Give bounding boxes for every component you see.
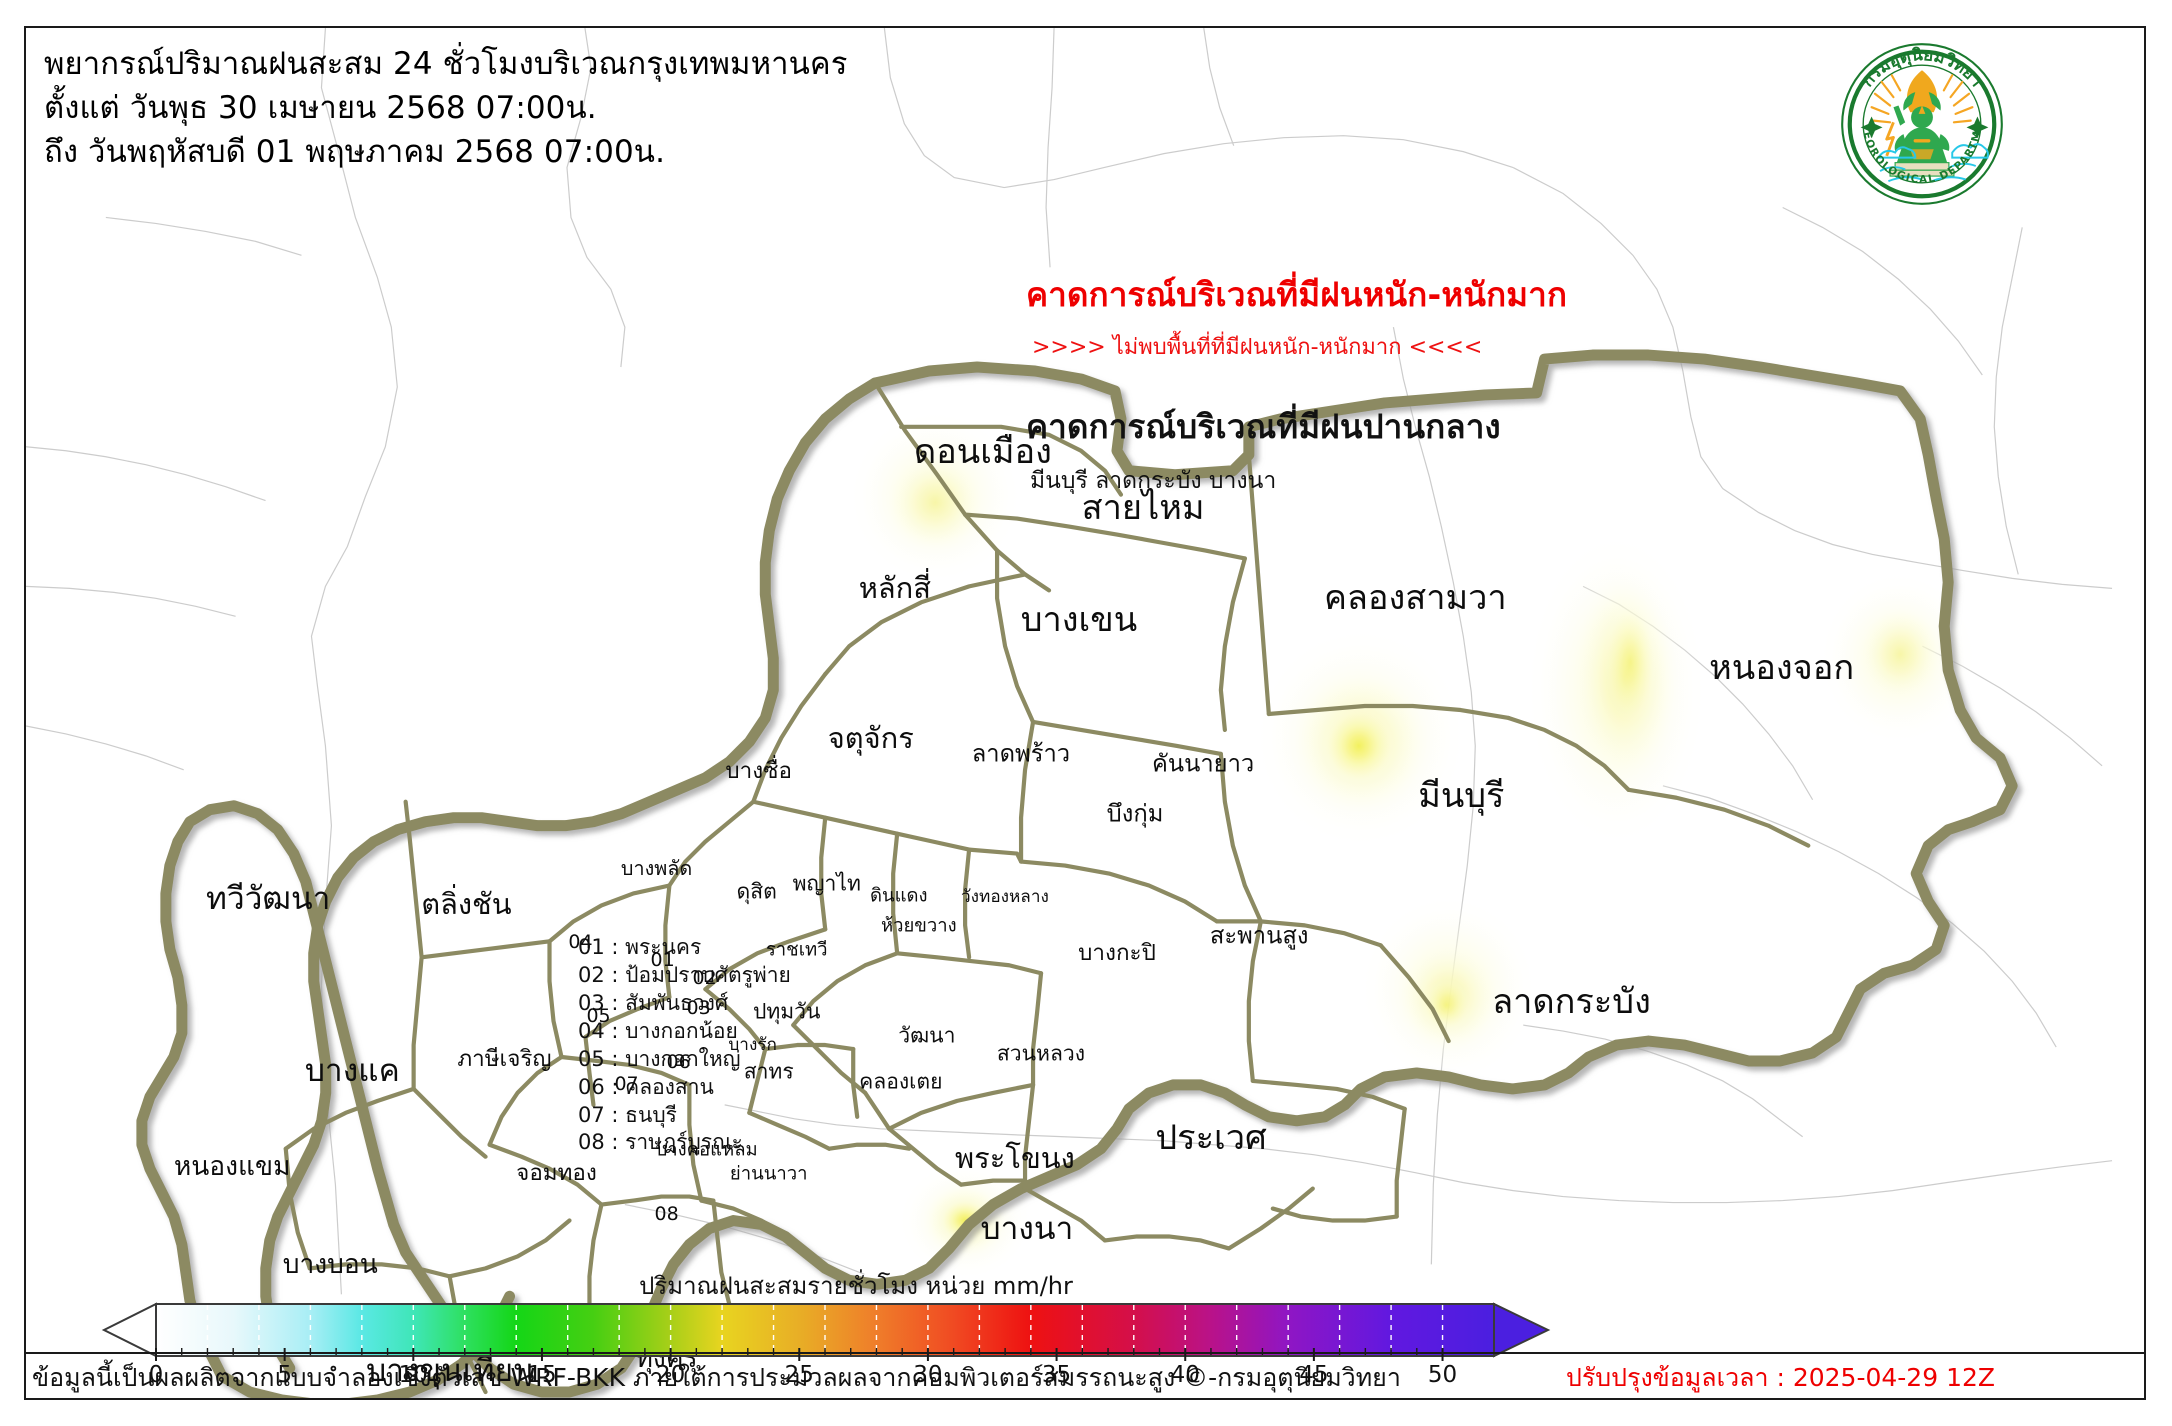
- footer-credit: ข้อมูลนี้เป็นผลผลิตจากแบบจำลองเชิงตัวเลข…: [32, 1363, 1401, 1392]
- colorbar-tick-label: 5: [277, 1362, 292, 1388]
- district-code-row: 07 : ธนบุรี: [578, 1102, 677, 1127]
- district-code-marker: 05: [586, 1005, 611, 1027]
- district-code-row: 05 : บางกอกใหญ่: [578, 1046, 741, 1071]
- district-label: ลาดกระบัง: [1492, 982, 1651, 1022]
- district-label: ดินแดง: [870, 885, 928, 907]
- district-label: คันนายาว: [1151, 749, 1255, 778]
- district-code-row: 03 : สัมพันธวงศ์: [578, 990, 729, 1015]
- colorbar-tick-label: 25: [784, 1362, 814, 1388]
- district-label: วังทองหลาง: [961, 887, 1049, 907]
- district-label: หนองจอก: [1709, 648, 1855, 688]
- district-label: ดุสิต: [736, 878, 777, 904]
- district-code-marker: 04: [568, 931, 593, 953]
- colorbar-tick-labels: 0 5 10 15 20 25 30 35 40 45 50: [56, 1348, 1646, 1396]
- footer-update-time: ปรับปรุงข้อมูลเวลา : 2025-04-29 12Z: [1566, 1363, 1996, 1392]
- district-label: บึงกุ่ม: [1106, 799, 1164, 828]
- legend-moderate-districts: มีนบุรี ลาดกระบัง บางนา: [1030, 468, 1277, 494]
- tmd-logo: กรมอุตุนิยมวิทยา METEOROLOGICAL DEPARTME…: [1832, 31, 2006, 208]
- district-label: ตลิ่งชัน: [421, 887, 512, 921]
- colorbar-tick-label: 50: [1427, 1362, 1458, 1388]
- legend-heavy-title: คาดการณ์บริเวณที่มีฝนหนัก-หนักมาก: [1026, 275, 1568, 314]
- district-label: คลองเตย: [859, 1068, 943, 1094]
- district-label: พระโขนง: [955, 1141, 1075, 1175]
- district-label: มีนบุรี: [1418, 776, 1505, 816]
- district-label: ลาดพร้าว: [971, 739, 1071, 768]
- district-label: บางนา: [980, 1211, 1074, 1247]
- district-label: บางแค: [304, 1053, 400, 1089]
- legend-moderate-title: คาดการณ์บริเวณที่มีฝนปานกลาง: [1026, 407, 1501, 446]
- district-code-row: 08 : ราษฎร์บูรณะ: [578, 1130, 743, 1155]
- colorbar-tick-label: 0: [148, 1362, 164, 1388]
- tmd-seal-icon: กรมอุตุนิยมวิทยา METEOROLOGICAL DEPARTME…: [1832, 31, 2003, 205]
- district-code-row: 01 : พระนคร: [578, 935, 702, 959]
- legend-heavy-subtitle: >>>> ไม่พบพื้นที่ที่มีฝนหนัก-หนักมาก <<<…: [1032, 335, 1483, 360]
- district-code-marker: 02: [692, 967, 717, 989]
- district-code-marker: 06: [666, 1051, 691, 1073]
- district-code-marker: 08: [654, 1203, 679, 1225]
- district-code-row: 06 : คลองสาน: [578, 1074, 714, 1099]
- district-label: สายไหม: [1081, 488, 1205, 528]
- district-label: ห้วยขวาง: [880, 915, 957, 937]
- colorbar-title: ปริมาณฝนสะสมรายชั่วโมง หน่วย mm/hr: [639, 1272, 1073, 1300]
- figure-footer: ข้อมูลนี้เป็นผลผลิตจากแบบจำลองเชิงตัวเลข…: [26, 1352, 2144, 1398]
- colorbar-tick-label: 15: [527, 1362, 557, 1388]
- bangkok-district-map: [136, 349, 2018, 1398]
- colorbar-tick-label: 35: [1041, 1362, 1072, 1388]
- district-label: ย่านนาวา: [729, 1163, 808, 1185]
- district-label: สาทร: [743, 1058, 794, 1084]
- district-label: จอมทอง: [516, 1160, 597, 1186]
- header-line-2: ตั้งแต่ วันพุธ 30 เมษายน 2568 07:00น.: [44, 90, 597, 127]
- bangkok-outer-boundary: [136, 349, 2018, 1398]
- district-label: บางขุนเทียน: [366, 1353, 535, 1389]
- district-label: ปทุมวัน: [752, 998, 821, 1024]
- header-line-3: ถึง วันพฤหัสบดี 01 พฤษภาคม 2568 07:00น.: [44, 134, 666, 171]
- district-label: พญาไท: [792, 870, 861, 896]
- district-label: สวนหลวง: [996, 1040, 1086, 1066]
- district-code-row: 02 : ป้อมปราบศัตรูพ่าย: [578, 962, 791, 987]
- colorbar-gradient: [56, 1302, 1646, 1358]
- district-label: วัฒนา: [898, 1022, 956, 1048]
- colorbar-tick-label: 30: [913, 1362, 943, 1388]
- district-label: บางกะปิ: [1078, 940, 1156, 966]
- district-label: ราชเทวี: [765, 939, 828, 961]
- colorbar-tick-marks: [155, 1348, 1444, 1361]
- colorbar: ปริมาณฝนสะสมรายชั่วโมง หน่วย mm/hr 0 5 10 1…: [56, 1266, 1646, 1388]
- district-label: บางเขน: [1020, 600, 1138, 640]
- district-label: บางบอน: [282, 1249, 378, 1280]
- rain-intensity-legend: คาดการณ์บริเวณที่มีฝนหนัก-หนักมาก >>>> ไ…: [1026, 268, 2126, 499]
- district-label: ทวีวัฒนา: [205, 881, 331, 917]
- colorbar-tick-label: 45: [1299, 1362, 1329, 1388]
- district-code-row: 04 : บางกอกน้อย: [578, 1018, 738, 1043]
- district-code-marker: 03: [686, 997, 711, 1019]
- district-label: หนองแขม: [173, 1151, 291, 1182]
- district-label: บางคอแหลม: [655, 1139, 758, 1161]
- forecast-header: พยากรณ์ปริมาณฝนสะสม 24 ชั่วโมงบริเวณกรุง…: [44, 42, 1044, 174]
- district-code-marker: 01: [650, 949, 675, 971]
- colorbar-max-arrow: [1493, 1302, 1551, 1358]
- colorbar-tick-label: 20: [655, 1362, 686, 1388]
- precipitation-contours: [847, 408, 1979, 1281]
- district-label: สะพานสูง: [1209, 921, 1309, 950]
- colorbar-tick-label: 40: [1170, 1362, 1200, 1388]
- colorbar-svg: [101, 1302, 1551, 1358]
- district-label: คลองสามวา: [1323, 578, 1507, 618]
- district-label: บางซื่อ: [725, 758, 792, 784]
- district-label: ภาษีเจริญ: [457, 1046, 552, 1072]
- map-figure-frame: พยากรณ์ปริมาณฝนสะสม 24 ชั่วโมงบริเวณกรุง…: [24, 26, 2146, 1400]
- district-label: ดอนเมือง: [913, 432, 1052, 472]
- district-code-legend: 01 : พระนคร 02 : ป้อมปราบศัตรูพ่าย 03 : สั…: [578, 934, 791, 1157]
- colorbar-minor-dashes: [206, 1305, 1444, 1355]
- district-label: บางรัก: [728, 1035, 777, 1055]
- colorbar-tick-label: 10: [398, 1362, 428, 1388]
- district-label: จตุจักร: [827, 721, 914, 755]
- district-code-marker: 07: [614, 1073, 639, 1095]
- district-boundaries: [283, 380, 1811, 1395]
- district-label: หลักสี่: [858, 571, 931, 605]
- district-label: บางพลัด: [620, 857, 693, 880]
- district-label: ประเวศ: [1155, 1118, 1267, 1158]
- header-line-1: พยากรณ์ปริมาณฝนสะสม 24 ชั่วโมงบริเวณกรุง…: [44, 46, 848, 82]
